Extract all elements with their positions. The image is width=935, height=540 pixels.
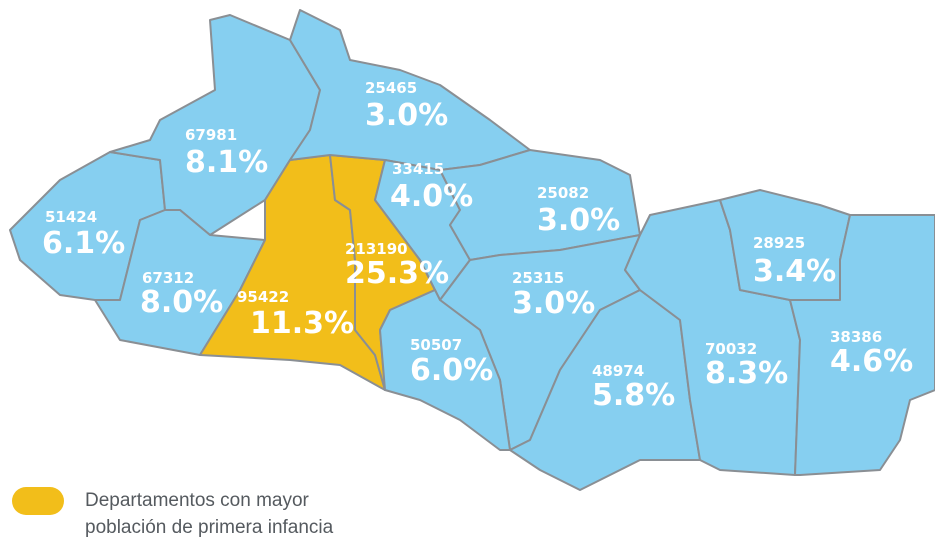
region-count: 25465 xyxy=(365,79,417,97)
region-count: 25082 xyxy=(537,184,589,202)
region-percent: 3.0% xyxy=(537,203,620,238)
region-percent: 8.3% xyxy=(705,356,788,391)
region-percent: 5.8% xyxy=(592,378,675,413)
region-percent: 6.0% xyxy=(410,353,493,388)
region-count: 213190 xyxy=(345,240,408,258)
region-percent: 6.1% xyxy=(42,226,125,261)
region-count: 67981 xyxy=(185,126,237,144)
region-count: 50507 xyxy=(410,336,462,354)
region-count: 51424 xyxy=(45,208,97,226)
region-percent: 3.0% xyxy=(512,286,595,321)
region-percent: 4.6% xyxy=(830,344,913,379)
region-count: 25315 xyxy=(512,269,564,287)
region-count: 67312 xyxy=(142,269,194,287)
region-count: 95422 xyxy=(237,288,289,306)
region-percent: 3.0% xyxy=(365,98,448,133)
region-percent: 8.1% xyxy=(185,145,268,180)
region-percent: 25.3% xyxy=(345,256,449,291)
region-percent: 4.0% xyxy=(390,179,473,214)
region-percent: 3.4% xyxy=(753,254,836,289)
region-percent: 8.0% xyxy=(140,285,223,320)
departments xyxy=(9,9,935,491)
region-percent: 11.3% xyxy=(250,306,354,341)
region-count: 38386 xyxy=(830,328,882,346)
region-count: 48974 xyxy=(592,362,644,380)
region-count: 70032 xyxy=(705,340,757,358)
legend-text: población de primera infancia xyxy=(85,517,334,538)
region-count: 33415 xyxy=(392,160,444,178)
legend-swatch xyxy=(12,487,64,515)
department-region xyxy=(379,289,511,451)
legend-text: Departamentos con mayor xyxy=(85,490,310,511)
region-count: 28925 xyxy=(753,234,805,252)
department-region xyxy=(789,214,935,476)
